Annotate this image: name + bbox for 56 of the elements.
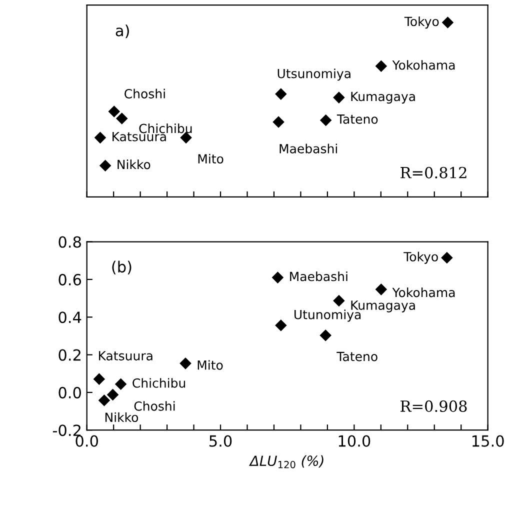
annotation: a) xyxy=(116,24,129,38)
annotation: (b) xyxy=(112,260,132,274)
annotation: R=0.908 xyxy=(400,400,467,412)
point xyxy=(442,16,454,28)
point xyxy=(94,373,105,385)
y-tick-label: 0.0 xyxy=(58,386,81,398)
annotation: Chichibu xyxy=(139,124,192,134)
annotation: R=0.812 xyxy=(400,166,466,178)
point xyxy=(333,295,345,306)
annotation: Kumagaya xyxy=(351,92,415,104)
annotation: Yokohama xyxy=(392,288,455,298)
annotation: Tateno xyxy=(336,114,378,124)
annotation: Maebashi xyxy=(280,144,337,154)
x-tick-label: 0.0 xyxy=(76,435,98,447)
annotation: Yokohama xyxy=(392,60,455,70)
point xyxy=(98,394,110,406)
x-tick-label: 15.0 xyxy=(472,435,504,447)
y-tick-label: 0.6 xyxy=(58,274,82,286)
point xyxy=(115,378,126,390)
annotation: Mito xyxy=(198,360,223,370)
annotation: Chichibu xyxy=(132,378,186,388)
point xyxy=(275,88,287,100)
point xyxy=(94,132,106,144)
annotation: Nikko xyxy=(118,160,150,170)
point xyxy=(180,358,192,370)
point xyxy=(320,330,332,341)
point xyxy=(376,284,387,296)
annotation: Tateno xyxy=(336,352,378,362)
annotation: Utsunomiya xyxy=(278,68,350,81)
annotation: Choshi xyxy=(134,401,175,411)
point xyxy=(272,116,284,128)
point xyxy=(108,106,120,118)
point xyxy=(333,92,345,104)
annotation: Tokyo xyxy=(404,252,438,264)
annotation: Mito xyxy=(198,154,224,164)
x-tick-label: 10.0 xyxy=(338,435,370,447)
y-tick-label: -0.2 xyxy=(52,424,80,436)
y-tick-label: 0.8 xyxy=(58,236,81,248)
annotation: Maebashi xyxy=(290,272,348,282)
point xyxy=(441,252,453,264)
point xyxy=(107,389,118,400)
x-axis-title: ΔLU$_{120}$ (%) xyxy=(248,455,324,468)
point xyxy=(376,60,387,72)
point xyxy=(320,114,332,126)
y-tick-label: 0.4 xyxy=(58,312,82,324)
point xyxy=(116,112,128,124)
x-tick-label: 5.0 xyxy=(210,435,232,447)
annotation: Katsuura xyxy=(112,132,166,142)
annotation: Tokyo xyxy=(404,16,439,29)
annotation: Katsuura xyxy=(98,351,152,360)
annotation: Nikko xyxy=(105,412,138,422)
point xyxy=(100,160,111,172)
y-tick-label: 0.2 xyxy=(58,349,80,361)
annotation: Choshi xyxy=(124,88,165,98)
point xyxy=(272,272,284,284)
point xyxy=(275,320,287,331)
